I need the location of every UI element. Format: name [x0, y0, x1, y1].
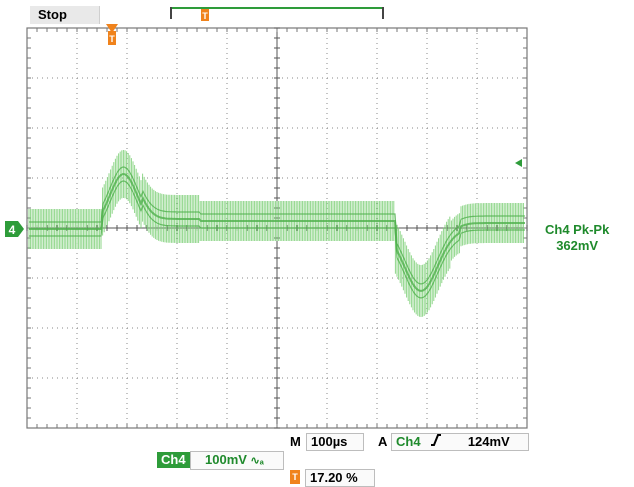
svg-text:T: T — [202, 11, 208, 21]
channel-scale: 100mV — [205, 452, 247, 467]
channel-scale-readout[interactable]: 100mV ∿ₐ — [190, 451, 284, 470]
measurement-readout: Ch4 Pk-Pk 362mV — [545, 222, 609, 254]
trigger-position-icon: T — [290, 470, 300, 484]
trigger-position-marker-icon: T — [106, 24, 118, 45]
svg-text:4: 4 — [9, 223, 16, 237]
horizontal-label: M — [290, 434, 301, 449]
record-window-indicator[interactable] — [170, 7, 384, 23]
ac-coupling-icon: ∿ₐ — [250, 455, 264, 467]
trigger-readout[interactable]: Ch4 124mV — [391, 433, 529, 451]
trigger-level-arrow-icon — [515, 159, 522, 167]
trigger-source: Ch4 — [396, 434, 421, 449]
trigger-window-marker-icon: T — [201, 9, 209, 21]
rising-edge-icon — [430, 434, 444, 450]
trigger-level: 124mV — [467, 434, 510, 449]
trigger-mode-label: A — [378, 434, 388, 449]
ch4-ground-marker-icon: 4 — [5, 221, 24, 237]
measurement-value: 362mV — [556, 238, 599, 253]
timebase-readout[interactable]: 100µs — [306, 433, 364, 451]
ch4-waveform — [28, 150, 525, 317]
acquisition-status: Stop — [30, 6, 100, 24]
measurement-name: Ch4 Pk-Pk — [545, 222, 610, 237]
channel-label[interactable]: Ch4 — [157, 452, 190, 468]
trigger-position-readout[interactable]: 17.20 % — [305, 469, 375, 487]
svg-text:T: T — [109, 34, 115, 44]
